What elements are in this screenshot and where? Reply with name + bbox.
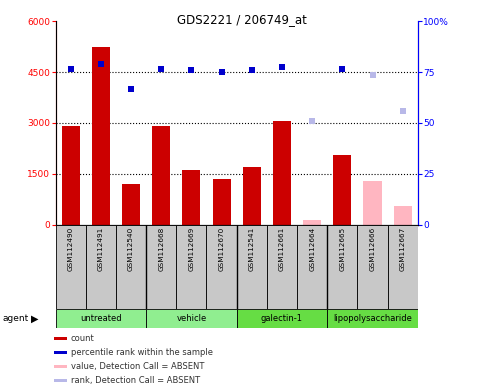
Text: GSM112490: GSM112490 (68, 227, 73, 271)
Text: count: count (71, 334, 95, 343)
Text: vehicle: vehicle (176, 314, 207, 323)
Bar (213, 179, 231, 225)
FancyBboxPatch shape (357, 225, 388, 309)
FancyBboxPatch shape (267, 225, 297, 309)
Bar (62, 126, 80, 225)
Text: rank, Detection Call = ABSENT: rank, Detection Call = ABSENT (71, 376, 200, 384)
Bar (54, 351, 67, 354)
Bar (152, 126, 170, 225)
FancyBboxPatch shape (207, 225, 237, 309)
Bar (92, 46, 110, 225)
FancyBboxPatch shape (86, 225, 116, 309)
Bar (394, 206, 412, 225)
Point (218, 69, 226, 75)
Bar (54, 379, 67, 382)
Point (339, 66, 346, 72)
FancyBboxPatch shape (237, 309, 327, 328)
Bar (333, 155, 352, 225)
Point (187, 67, 195, 73)
Point (308, 118, 316, 124)
FancyBboxPatch shape (56, 225, 86, 309)
Text: GSM112491: GSM112491 (98, 227, 104, 271)
Text: GSM112540: GSM112540 (128, 227, 134, 271)
Text: GSM112669: GSM112669 (188, 227, 194, 271)
Bar (54, 365, 67, 368)
Point (399, 108, 407, 114)
Text: galectin-1: galectin-1 (261, 314, 303, 323)
Text: GDS2221 / 206749_at: GDS2221 / 206749_at (177, 13, 306, 26)
Bar (183, 170, 200, 225)
Bar (273, 121, 291, 225)
Text: GSM112541: GSM112541 (249, 227, 255, 271)
Text: GSM112661: GSM112661 (279, 227, 285, 271)
Bar (242, 167, 261, 225)
FancyBboxPatch shape (56, 309, 146, 328)
Text: agent: agent (2, 314, 28, 323)
FancyBboxPatch shape (297, 225, 327, 309)
FancyBboxPatch shape (237, 225, 267, 309)
Bar (54, 337, 67, 340)
Text: lipopolysaccharide: lipopolysaccharide (333, 314, 412, 323)
Text: percentile rank within the sample: percentile rank within the sample (71, 348, 213, 357)
Text: GSM112668: GSM112668 (158, 227, 164, 271)
Text: ▶: ▶ (31, 314, 39, 324)
Bar (364, 181, 382, 225)
Text: GSM112670: GSM112670 (219, 227, 225, 271)
Bar (122, 184, 140, 225)
Point (248, 67, 256, 73)
Point (97, 60, 105, 66)
Text: GSM112667: GSM112667 (400, 227, 406, 271)
FancyBboxPatch shape (327, 309, 418, 328)
Bar (303, 220, 321, 225)
Text: GSM112666: GSM112666 (369, 227, 375, 271)
Point (127, 86, 135, 92)
FancyBboxPatch shape (327, 225, 357, 309)
Text: untreated: untreated (80, 314, 122, 323)
Point (369, 72, 376, 78)
Point (157, 66, 165, 72)
Text: GSM112665: GSM112665 (340, 227, 345, 271)
Text: GSM112664: GSM112664 (309, 227, 315, 271)
FancyBboxPatch shape (176, 225, 207, 309)
FancyBboxPatch shape (388, 225, 418, 309)
FancyBboxPatch shape (146, 309, 237, 328)
Point (278, 64, 286, 70)
Point (67, 66, 74, 72)
FancyBboxPatch shape (146, 225, 176, 309)
FancyBboxPatch shape (116, 225, 146, 309)
Text: value, Detection Call = ABSENT: value, Detection Call = ABSENT (71, 362, 204, 371)
